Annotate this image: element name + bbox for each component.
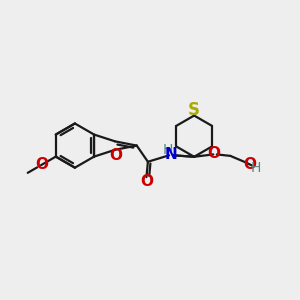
Text: H: H: [251, 161, 261, 175]
Text: O: O: [207, 146, 220, 161]
Text: O: O: [35, 157, 48, 172]
Text: O: O: [243, 157, 256, 172]
Text: O: O: [110, 148, 123, 163]
Text: N: N: [164, 147, 177, 162]
Text: H: H: [162, 143, 173, 157]
Text: S: S: [188, 101, 200, 119]
Text: O: O: [140, 174, 153, 189]
